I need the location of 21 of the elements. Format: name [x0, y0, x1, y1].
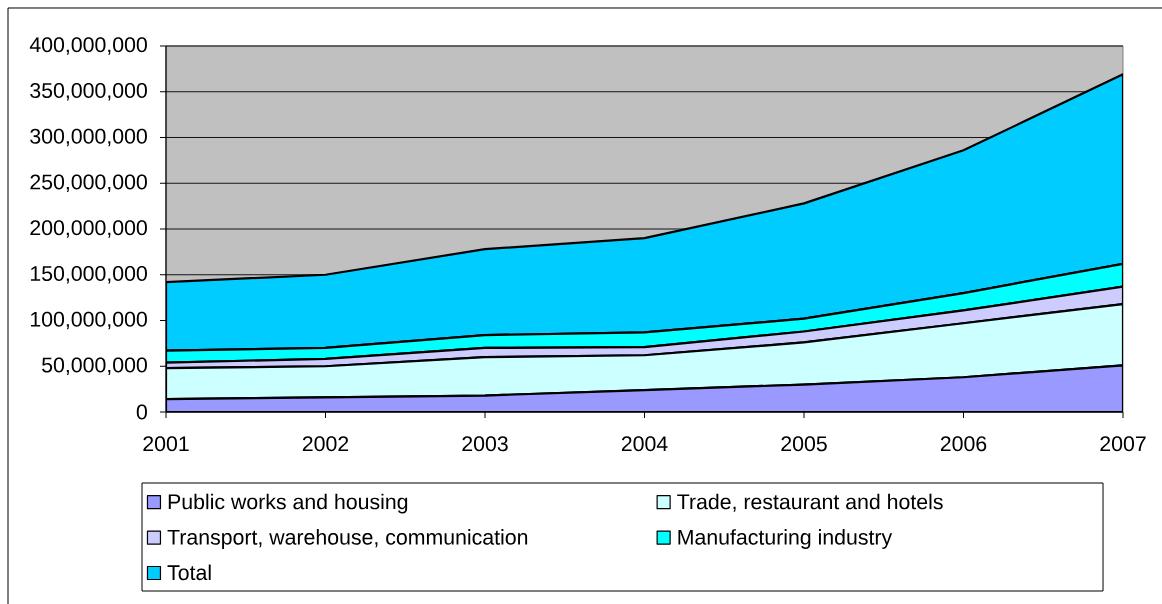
- legend-label: Public works and housing: [168, 493, 408, 514]
- legend-label: Total: [167, 564, 211, 581]
- y-tick-label: 0: [136, 404, 147, 420]
- y-tick-label: 200,000,000: [30, 220, 147, 238]
- x-tick-label: 2004: [621, 436, 668, 452]
- x-tick-label: 2001: [143, 436, 189, 452]
- legend-label: Trade, restaurant and hotels: [677, 493, 943, 512]
- y-tick-label: 100,000,000: [30, 311, 147, 330]
- legend-label: Manufacturing industry: [678, 529, 893, 549]
- x-tick-label: 2003: [462, 436, 508, 452]
- legend-label: Transport, warehouse, communication: [167, 529, 528, 549]
- x-tick-label: 2007: [1100, 436, 1146, 452]
- y-tick-label: 150,000,000: [30, 265, 147, 284]
- x-tick-label: 2005: [781, 436, 827, 452]
- x-tick-label: 2006: [940, 436, 987, 452]
- y-tick-label: 400,000,000: [29, 37, 147, 55]
- y-tick-label: 50,000,000: [42, 357, 147, 376]
- y-tick-label: 300,000,000: [30, 128, 147, 147]
- y-tick-label: 250,000,000: [30, 174, 147, 193]
- y-tick-label: 350,000,000: [30, 82, 147, 101]
- x-tick-label: 2002: [302, 436, 349, 452]
